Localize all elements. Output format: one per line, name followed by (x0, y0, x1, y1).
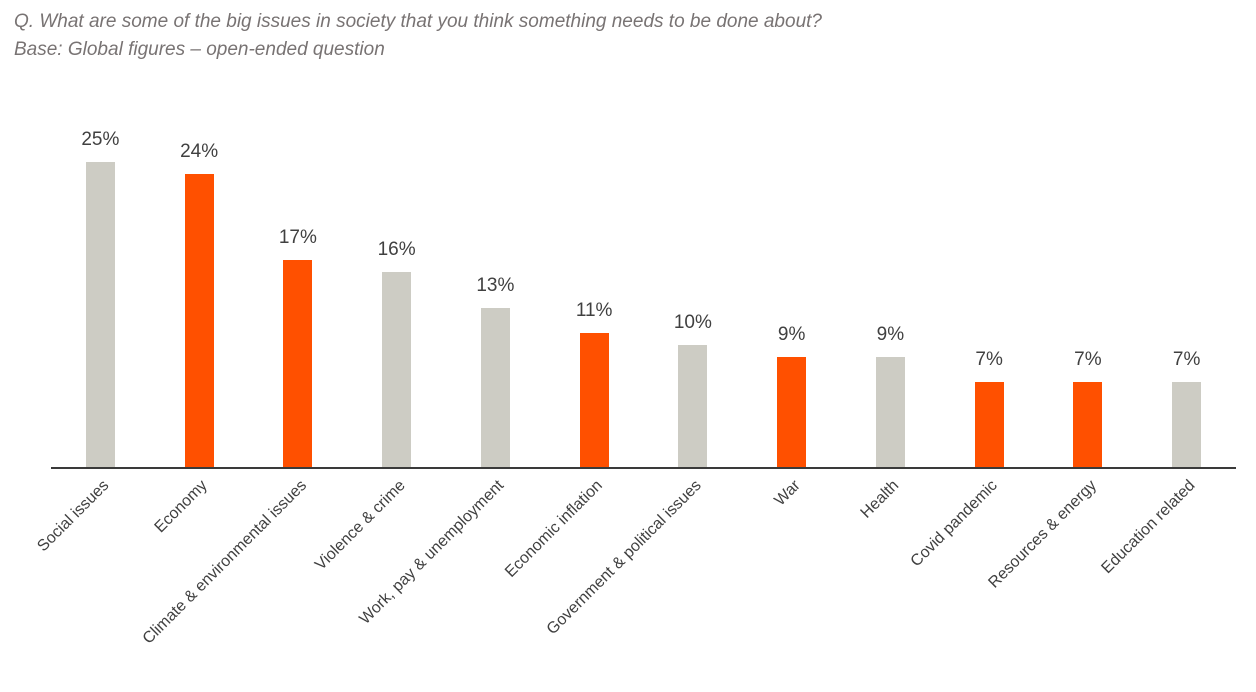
data-label: 25% (81, 129, 120, 150)
data-label: 7% (1172, 348, 1201, 370)
bar-group: 24% Economy (150, 0, 249, 536)
category-label: Covid pandemic (907, 477, 1002, 571)
bar (678, 345, 708, 467)
bar (579, 332, 609, 467)
bar-group: 7% Resources & energy (985, 0, 1138, 592)
bar-group: 10% Government & political issues (544, 0, 743, 638)
base-note: Base: Global figures – open-ended questi… (14, 39, 385, 60)
bar (875, 357, 905, 467)
category-label: War (771, 477, 804, 510)
data-label: 17% (278, 226, 317, 248)
bar-group: 9% War (742, 0, 841, 509)
data-label: 7% (1074, 348, 1102, 370)
bar-group: 25% Social issues (34, 0, 150, 555)
category-label: Climate & environmental issues (139, 477, 310, 648)
bar-group: 17% Climate & environmental issues (139, 0, 348, 648)
data-label: 11% (575, 299, 613, 321)
data-label: 13% (476, 275, 515, 297)
category-label: Economy (151, 477, 212, 537)
bar-group: 7% Covid pandemic (908, 0, 1039, 570)
bar (974, 381, 1004, 467)
bar-chart: 25% Social issues 24% Economy 17% Climate & e… (34, 0, 1236, 648)
question-title: Q. What are some of the big issues in so… (14, 11, 822, 32)
bar (382, 271, 412, 467)
category-label: Resources & energy (985, 477, 1100, 592)
category-label: Education related (1098, 477, 1199, 578)
bar (1172, 381, 1202, 467)
bar (85, 162, 115, 467)
bar-group: 11% Economic inflation (502, 0, 644, 581)
chart-header: Q. What are some of the big issues in so… (14, 8, 822, 64)
category-label: Economic inflation (502, 477, 607, 581)
data-label: 9% (876, 324, 905, 346)
data-label: 7% (975, 348, 1003, 370)
bar-group: 9% Health (841, 0, 940, 522)
bar (480, 308, 510, 467)
bar (777, 357, 807, 467)
category-label: Health (857, 477, 903, 522)
data-label: 9% (777, 324, 806, 346)
bar (1073, 381, 1103, 467)
bar (184, 174, 214, 467)
category-label: Social issues (34, 477, 113, 556)
bar-group: 16% Violence & crime (312, 0, 446, 574)
bar-group: 13% Work, pay & unemployment (357, 0, 545, 627)
data-label: 16% (377, 238, 416, 260)
category-label: Violence & crime (311, 477, 409, 574)
data-label: 10% (673, 312, 712, 333)
bar (283, 259, 313, 467)
bar-group: 7% Education related (1099, 0, 1236, 577)
data-label: 24% (180, 141, 219, 163)
